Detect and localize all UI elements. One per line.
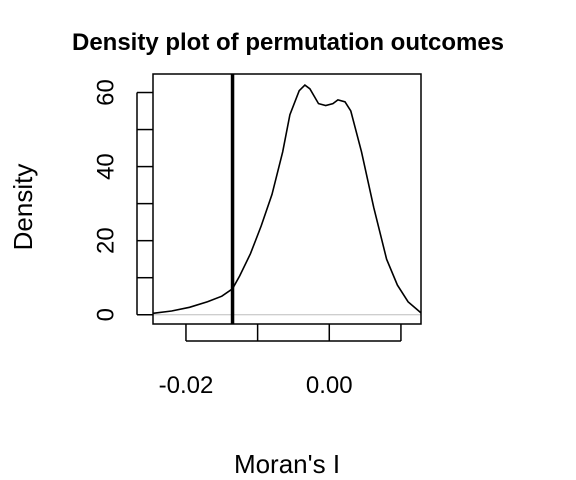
y-tick-label: 60 [92, 79, 119, 106]
y-axis-label: Density [8, 164, 38, 251]
y-axis: 0 20 40 60 [92, 79, 153, 321]
y-tick-label: 40 [92, 153, 119, 180]
x-tick-label: -0.02 [159, 372, 214, 399]
density-curve [152, 84, 422, 315]
y-tick-label: 0 [92, 308, 119, 321]
plot-frame [152, 73, 422, 325]
chart-title: Density plot of permutation outcomes [72, 29, 504, 56]
x-axis-label: Moran's I [234, 449, 340, 479]
y-tick-label: 20 [92, 227, 119, 254]
x-tick-label: 0.00 [306, 372, 353, 399]
x-axis: -0.02 0.00 [159, 324, 402, 399]
